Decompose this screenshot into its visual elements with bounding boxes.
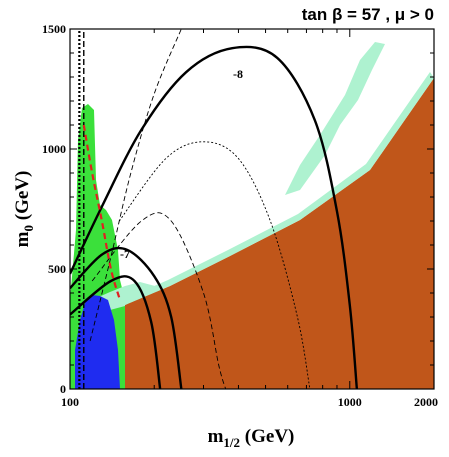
contour-line-minus7-1 [70,246,183,389]
axis-ticks: 0 500 1000 1500 100 1000 2000 [42,22,438,409]
cosmology-blob [285,42,385,195]
b-to-s-gamma-region [75,295,120,389]
contour-line-vertical-dashed-red-8 [82,124,121,299]
x-tick-label: 100 [61,395,79,409]
contours [70,29,359,389]
x-tick-label: 2000 [414,395,438,409]
contour-line-thin-dashed-5 [89,29,182,342]
contour-label-minus7: -7 [120,247,130,261]
x-axis-label: m1/2 (GeV) [208,426,295,450]
x-tick-label: 1000 [338,395,362,409]
contour-line-minus8-0 [70,45,359,389]
contour-line-thin-dotted-3 [118,141,311,389]
plot-frame [69,28,435,390]
y-axis-label: m0 (GeV) [12,171,36,248]
excluded-region [125,78,434,389]
chart-title: tan β = 57 , μ > 0 [302,5,434,24]
y-tick-label: 0 [60,382,66,396]
y-tick-label: 1000 [42,142,66,156]
y-tick-label: 500 [48,262,66,276]
contour-line-thin-dashed-4 [91,212,227,389]
contour-label-minus8: -8 [233,67,243,81]
y-tick-label: 1500 [42,22,66,36]
contour-line-thick-solid-2 [70,275,162,389]
